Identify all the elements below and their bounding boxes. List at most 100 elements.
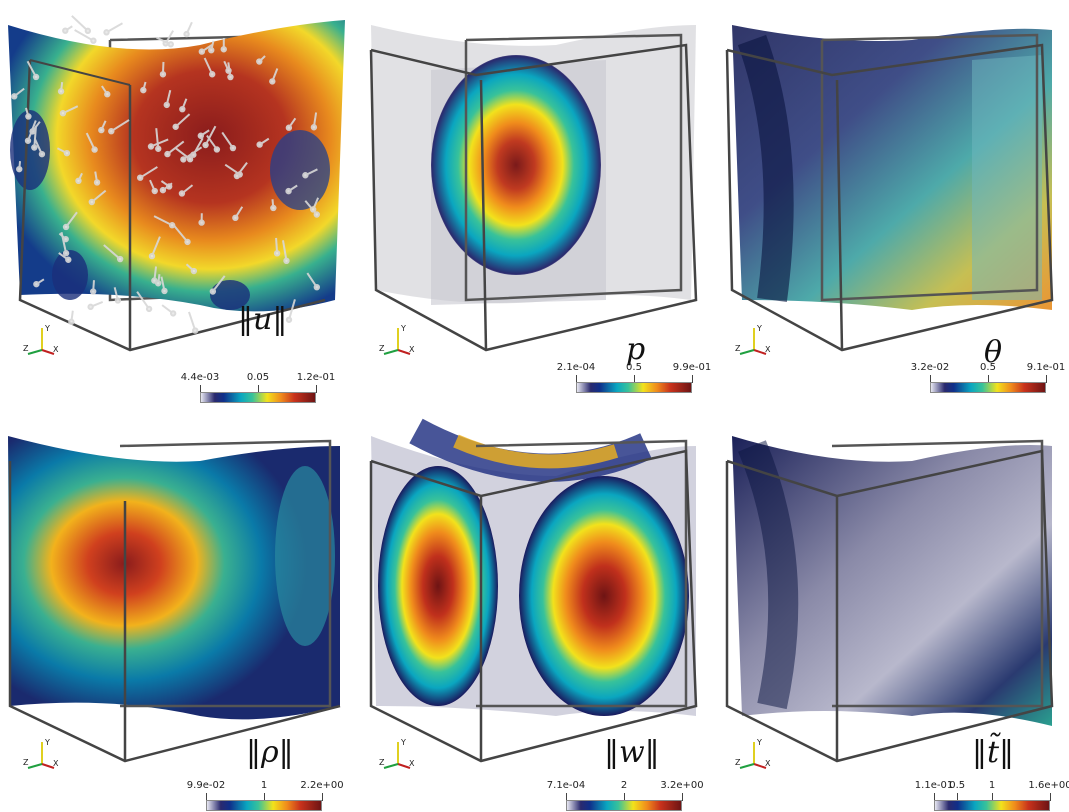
triad-y-label: Y xyxy=(44,324,50,333)
velocity-arrow-head xyxy=(11,93,18,100)
velocity-arrow xyxy=(288,299,296,321)
velocity-arrow-head xyxy=(75,177,82,185)
velocity-arrow-head xyxy=(256,58,263,65)
field-symbol: ‖u‖ xyxy=(238,302,288,337)
colorbar-tick-mark xyxy=(206,793,207,801)
velocity-arrow xyxy=(173,225,189,243)
panel-vorticity-magnitude: Y X Z ‖w‖ 7.1e-04 2 3.2e+00 xyxy=(356,406,712,812)
velocity-arrow-head xyxy=(151,187,158,195)
velocity-arrow-head xyxy=(68,318,75,326)
velocity-arrow-head xyxy=(192,327,199,334)
render-vorticity-field xyxy=(369,418,698,763)
triad-svg: Y X Z xyxy=(735,738,771,769)
velocity-arrow-head xyxy=(145,305,153,313)
velocity-arrow-head xyxy=(225,67,232,74)
colorbar-tick-mark xyxy=(566,793,567,801)
velocity-arrow-head xyxy=(155,145,162,152)
triad-x-label: X xyxy=(409,759,415,768)
velocity-arrow xyxy=(188,311,197,331)
field-symbol: p xyxy=(626,332,646,367)
colorbar-tick-mark xyxy=(316,385,317,393)
colorbar-tick-mark xyxy=(322,793,323,801)
triad-x-label: X xyxy=(765,345,771,354)
velocity-arrow-head xyxy=(285,187,292,195)
velocity-arrow xyxy=(212,275,226,293)
colorbar-tick-mark xyxy=(934,793,935,801)
triad-y-label: Y xyxy=(44,738,50,747)
velocity-arrow xyxy=(204,125,217,146)
velocity-arrow-head xyxy=(24,137,32,144)
velocity-arrow-head xyxy=(154,280,162,287)
axes-orientation-triad: Y X Z xyxy=(734,736,774,776)
velocity-arrow-head xyxy=(136,174,144,181)
velocity-arrow-head xyxy=(198,219,205,226)
velocity-arrow-head xyxy=(232,214,239,222)
colorbar-tick-label: 0.5 xyxy=(980,362,996,373)
velocity-arrow xyxy=(139,166,158,179)
velocity-arrow-head xyxy=(108,127,115,135)
colorbar-tick-label: 2.2e+00 xyxy=(300,780,344,791)
velocity-arrow-head xyxy=(178,190,186,197)
velocity-arrow-head xyxy=(88,198,96,206)
field-symbol: ‖ρ‖ xyxy=(246,735,294,770)
velocity-arrow-head xyxy=(159,186,167,194)
velocity-arrow-head xyxy=(270,204,277,212)
velocity-arrow-head xyxy=(198,48,206,55)
triad-z-label: Z xyxy=(379,344,385,353)
axes-orientation-triad: Y X Z xyxy=(378,736,418,776)
velocity-arrow-head xyxy=(103,29,110,36)
velocity-arrow-head xyxy=(38,150,46,158)
velocity-arrow-head xyxy=(164,150,171,158)
velocity-arrow-head xyxy=(148,252,156,260)
triad-z-label: Z xyxy=(735,344,741,353)
velocity-arrow-head xyxy=(63,149,71,157)
velocity-arrow-head xyxy=(285,124,293,131)
colorbar-tick-label: 2.1e-04 xyxy=(556,362,596,373)
colorbar-tick-mark xyxy=(200,385,201,393)
colorbar-tick-mark xyxy=(258,385,259,393)
colorbar-tick-label: 0.5 xyxy=(949,780,966,791)
triad-y-label: Y xyxy=(756,324,762,333)
velocity-arrow xyxy=(151,236,161,257)
triad-y-label: Y xyxy=(756,738,762,747)
velocity-arrow-head xyxy=(89,288,97,295)
triad-z-label: Z xyxy=(23,758,29,767)
velocity-arrow-head xyxy=(220,46,227,53)
colorbar-tick-label: 1 xyxy=(988,780,996,791)
velocity-arrow-head xyxy=(256,141,263,148)
colorbar-tick-labels: 9.9e-02 1 2.2e+00 xyxy=(187,780,344,792)
velocity-arrow-head xyxy=(186,156,194,163)
velocity-arrow-head xyxy=(167,41,174,48)
triad-z-label: Z xyxy=(379,758,385,767)
velocity-arrow-head xyxy=(114,297,122,304)
velocity-arrow-head xyxy=(140,86,147,94)
triad-svg: Y X Z xyxy=(379,738,415,769)
colorbar-tick-label: 1.6e+00 xyxy=(1028,780,1069,791)
triad-z-label: Z xyxy=(23,344,29,353)
velocity-arrow xyxy=(27,120,37,142)
field-symbol: θ xyxy=(984,335,1003,370)
axes-orientation-triad: Y X Z xyxy=(734,322,774,362)
velocity-arrow xyxy=(33,125,38,148)
colorbar-tick-labels: 3.2e-02 0.5 9.1e-01 xyxy=(911,362,1065,374)
velocity-arrow xyxy=(71,15,89,32)
velocity-arrow-head xyxy=(32,73,40,81)
velocity-arrow xyxy=(74,29,94,42)
velocity-arrow-head xyxy=(208,46,215,54)
colorbar-gradient xyxy=(576,382,692,393)
velocity-arrow-head xyxy=(302,172,309,179)
render-pressure-field xyxy=(369,25,698,352)
colorbar-tick-labels: 2.1e-04 0.5 9.9e-01 xyxy=(557,362,711,374)
velocity-arrow-head xyxy=(209,71,216,78)
velocity-arrow-head xyxy=(62,223,70,231)
velocity-arrow-head xyxy=(147,143,155,150)
velocity-arrow-head xyxy=(233,172,241,180)
velocity-arrow xyxy=(282,240,288,261)
colorbar-tick-label: 2 xyxy=(620,780,628,791)
colorbar-tick-label: 3.2e-02 xyxy=(910,362,950,373)
field-symbol: ‖w‖ xyxy=(604,735,660,770)
triad-x-label: X xyxy=(765,759,771,768)
colorbar-tick-mark xyxy=(992,793,993,801)
velocity-arrow-head xyxy=(179,105,186,113)
velocity-arrow xyxy=(153,215,173,227)
